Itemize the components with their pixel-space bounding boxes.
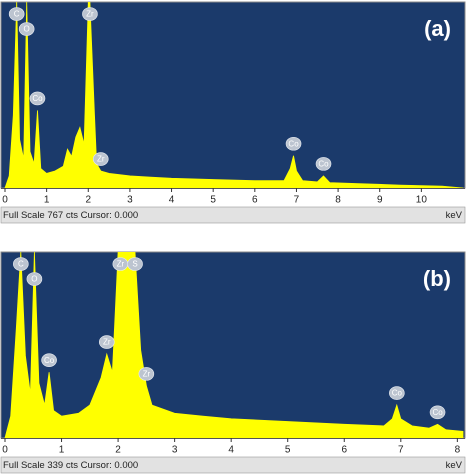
spectrum-panel: (b) CO Co Zr Zr S Zr Co Co 0 1 2 3 4 5 6 7 8 Full Scale 33…: [0, 251, 466, 474]
x-tick-label: 0: [2, 445, 8, 456]
x-axis-label: keV: [446, 210, 463, 221]
peak-label-badge: [92, 152, 109, 166]
peak-label-badge: [8, 7, 25, 21]
peak-label: Co: [44, 356, 55, 365]
x-tick-label: 8: [455, 445, 461, 456]
peak-label: Zr: [97, 155, 105, 164]
peak-label: Co: [392, 389, 403, 398]
peak-label-badge: [26, 272, 43, 286]
status-bar: [0, 456, 466, 474]
status-text: Full Scale 767 cts Cursor: 0.000: [3, 210, 138, 221]
spectrum-area: [4, 2, 464, 188]
peak-label-badge: [315, 157, 332, 171]
panel-label: (a): [424, 16, 451, 41]
peak-label: Zr: [143, 369, 151, 378]
spectrum-panel: (a) CO Co Zr Zr Co Co 0 1 2 3 4 5 6 7 8 9 10 Full Scale 76…: [0, 1, 466, 224]
peak-label: Co: [318, 159, 329, 168]
x-tick-label: 5: [210, 195, 216, 206]
x-tick-label: 10: [416, 195, 428, 206]
peak-label: Co: [32, 94, 43, 103]
peak-label: Zr: [86, 10, 94, 19]
x-tick-label: 1: [59, 445, 65, 456]
status-bar: [0, 206, 466, 224]
spectrum-area: [4, 252, 464, 438]
x-tick-label: 3: [127, 195, 133, 206]
x-tick-label: 2: [85, 195, 91, 206]
x-tick-label: 7: [398, 445, 404, 456]
plot-background: [0, 251, 466, 439]
x-tick-label: 4: [169, 195, 175, 206]
x-tick-label: 6: [341, 445, 347, 456]
x-tick-label: 8: [335, 195, 341, 206]
x-tick-label: 6: [252, 195, 258, 206]
peak-label-badge: [18, 22, 35, 36]
x-tick-label: 2: [115, 445, 121, 456]
peak-label: Zr: [103, 338, 111, 347]
x-tick-label: 9: [377, 195, 383, 206]
x-tick-label: 4: [228, 445, 234, 456]
peak-label-badge: [82, 7, 98, 21]
peak-label: C: [18, 260, 24, 269]
x-tick-label: 5: [285, 445, 291, 456]
peak-label-badge: [127, 257, 143, 271]
x-tick-label: 0: [2, 195, 8, 206]
x-tick-label: 1: [44, 195, 50, 206]
peak-label-badge: [29, 91, 46, 106]
peak-label-badge: [429, 405, 446, 420]
status-text: Full Scale 339 cts Cursor: 0.000: [3, 460, 138, 471]
peak-label: Co: [288, 139, 299, 148]
peak-label-badge: [13, 257, 29, 271]
peak-label: Zr: [117, 260, 125, 269]
peak-label: O: [31, 275, 37, 284]
peak-label-badge: [41, 353, 57, 367]
peak-label: C: [14, 10, 20, 19]
peak-label-badge: [98, 335, 115, 349]
peak-label-badge: [389, 386, 405, 400]
peak-label: Co: [432, 408, 443, 417]
peak-label-badge: [138, 367, 155, 381]
x-tick-label: 3: [172, 445, 178, 456]
x-axis-label: keV: [446, 460, 463, 471]
peak-label: S: [132, 260, 137, 269]
peak-label-badge: [285, 136, 302, 151]
panel-label: (b): [423, 266, 451, 291]
x-tick-label: 7: [294, 195, 300, 206]
peak-label: O: [24, 25, 30, 34]
